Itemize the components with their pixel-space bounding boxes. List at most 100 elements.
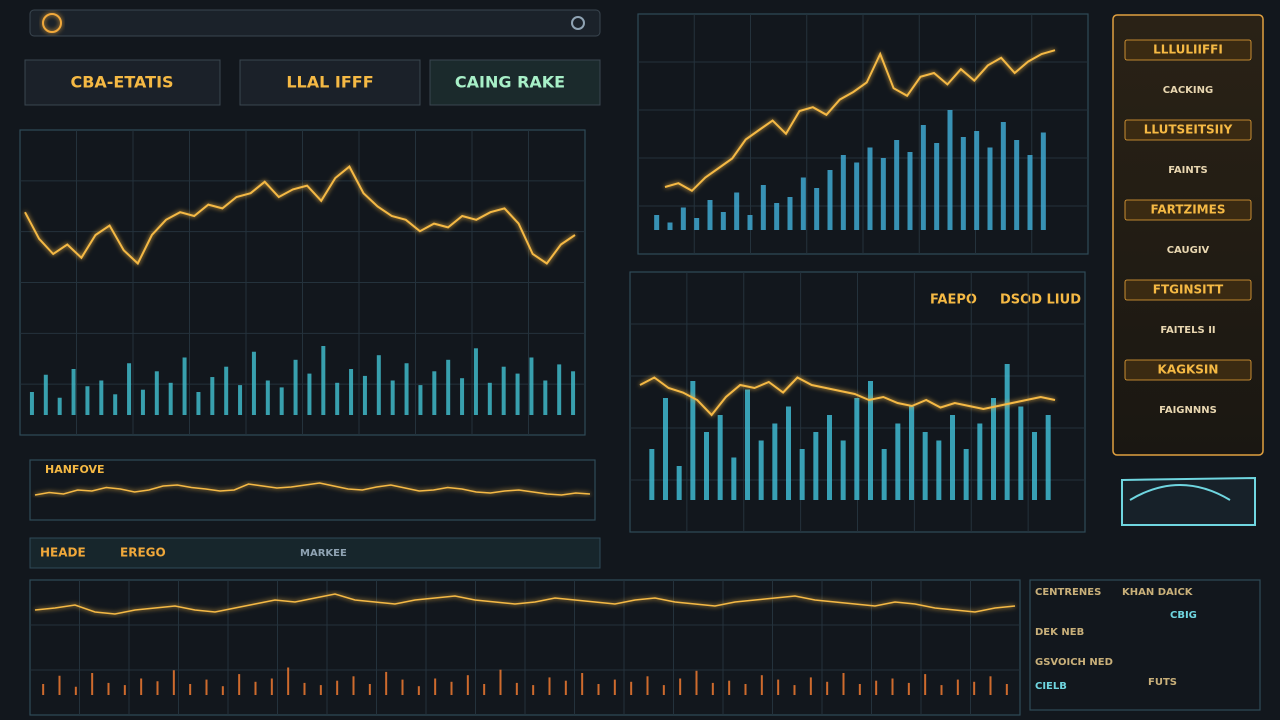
volume-bar <box>564 680 567 695</box>
header-bar <box>29 9 601 37</box>
volume-bar <box>238 385 243 415</box>
volume-bar <box>401 679 404 695</box>
volume-bar <box>728 680 731 695</box>
volume-bar <box>731 457 737 500</box>
volume-bar <box>760 675 763 695</box>
volume-bar <box>140 389 145 415</box>
sidebar-item[interactable]: FAIGNNNS <box>1159 405 1217 416</box>
volume-bar <box>483 684 486 695</box>
volume-bar <box>293 359 298 415</box>
volume-bar <box>287 667 290 695</box>
volume-bar <box>663 398 668 500</box>
tab[interactable] <box>24 59 221 106</box>
volume-bar <box>1004 364 1010 500</box>
volume-bar <box>924 674 927 695</box>
toolbar-item[interactable]: EREGO <box>120 546 166 560</box>
volume-bar <box>99 380 104 415</box>
tab[interactable] <box>239 59 421 106</box>
sidebar-item[interactable]: LLLULIIFFI <box>1153 43 1223 57</box>
volume-bar <box>196 392 201 415</box>
price-line <box>34 593 1016 615</box>
volume-bar <box>963 449 969 500</box>
sidebar-item[interactable]: LLUTSEITSIIY <box>1144 123 1233 137</box>
volume-bar <box>613 679 616 695</box>
volume-bar <box>920 125 926 230</box>
volume-bar <box>956 679 959 695</box>
volume-bar <box>880 158 886 230</box>
volume-bar <box>947 110 953 230</box>
toolbar-item[interactable]: HEADE <box>40 546 86 560</box>
volume-bar <box>907 152 913 230</box>
volume-bar <box>1000 122 1006 230</box>
volume-bar <box>156 681 159 695</box>
tab[interactable] <box>429 59 601 106</box>
volume-bar <box>840 155 846 230</box>
volume-bar <box>154 371 159 415</box>
tab-label: LLAL IFFF <box>286 73 373 92</box>
volume-bar <box>417 686 420 695</box>
sidebar-item[interactable]: CAUGIV <box>1167 245 1210 256</box>
volume-bar <box>734 192 740 230</box>
volume-bar <box>499 669 502 695</box>
price-line <box>639 376 1056 417</box>
volume-bar <box>515 373 520 415</box>
volume-bar <box>557 364 562 415</box>
sidebar-item[interactable]: FTGINSITT <box>1153 283 1224 297</box>
volume-bar <box>450 681 453 695</box>
volume-bar <box>891 678 894 695</box>
volume-bar <box>774 203 780 230</box>
volume-bar <box>352 676 355 695</box>
volume-bar <box>307 373 312 415</box>
sidebar-item[interactable]: CACKING <box>1163 85 1213 96</box>
volume-bar <box>168 382 173 415</box>
sidebar-item[interactable]: KAGKSIN <box>1158 363 1219 377</box>
volume-bar <box>446 359 451 415</box>
volume-bar <box>597 684 600 695</box>
volume-bar <box>973 681 976 695</box>
volume-bar <box>1005 684 1008 695</box>
volume-bar <box>29 392 34 415</box>
volume-bar <box>43 374 48 415</box>
volume-bar <box>676 466 682 500</box>
volume-bar <box>786 406 791 500</box>
tab-label: CBA-ETATIS <box>70 73 173 92</box>
sidebar-item[interactable]: FAITELS II <box>1160 325 1215 336</box>
volume-bar <box>1014 140 1020 230</box>
volume-bar <box>543 380 548 415</box>
sidebar-chip <box>1124 199 1252 221</box>
sidebar-chip <box>1124 359 1252 381</box>
volume-bar <box>140 678 143 695</box>
volume-bar <box>107 682 110 695</box>
volume-bar <box>800 177 806 230</box>
volume-bar <box>251 351 256 415</box>
volume-bar <box>182 357 187 415</box>
volume-bar <box>71 369 76 415</box>
volume-bar <box>680 207 686 230</box>
volume-bar <box>662 685 665 695</box>
volume-bar <box>189 684 192 695</box>
volume-bar <box>385 671 388 695</box>
sidebar-item[interactable]: FAINTS <box>1168 165 1208 176</box>
volume-bar <box>827 170 833 230</box>
volume-bar <box>717 415 723 500</box>
volume-bar <box>989 676 992 695</box>
volume-bar <box>694 218 700 230</box>
volume-bar <box>205 679 208 695</box>
volume-bar <box>707 200 713 230</box>
toolbar-item[interactable]: MARKEE <box>300 548 347 559</box>
volume-bar <box>646 676 649 695</box>
volume-bar <box>813 432 819 500</box>
volume-bar <box>649 449 655 500</box>
volume-bar <box>987 147 993 230</box>
volume-bar <box>842 673 845 695</box>
volume-bar <box>793 685 796 695</box>
volume-bar <box>909 406 914 500</box>
status-label: DEK NEB <box>1035 627 1084 638</box>
status-label: CBIG <box>1170 610 1197 621</box>
sidebar-item[interactable]: FARTZIMES <box>1151 203 1226 217</box>
volume-bar <box>772 423 778 500</box>
volume-bar <box>210 377 215 415</box>
volume-bar <box>679 678 682 695</box>
volume-bar <box>977 423 983 500</box>
